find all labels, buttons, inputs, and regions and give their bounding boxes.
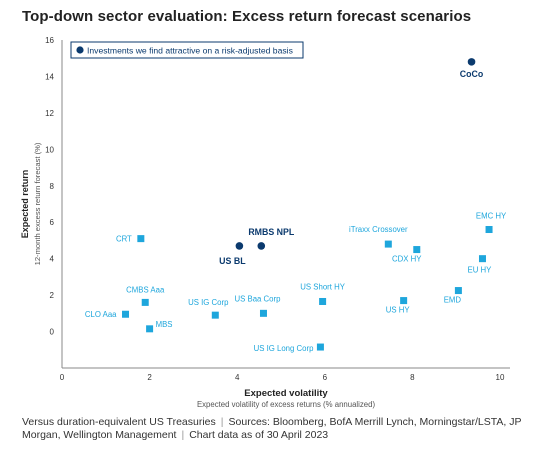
point-clo-aaa [122,310,130,318]
y-tick-labels: 0 2 4 6 8 10 12 14 16 [45,36,54,337]
footnote-date: Chart data as of 30 April 2023 [189,429,329,441]
point-us-ig-long-corp [316,343,324,351]
x-tick-labels: 0 2 4 6 8 10 [60,373,505,382]
y-axis-label: Expected return [20,170,30,239]
x-tick-label: 8 [410,373,415,382]
point-label-eu-hy: EU HY [468,266,493,275]
point-mbs [146,325,154,333]
footnote: Versus duration-equivalent US Treasuries… [22,416,522,442]
point-cdx-hy [413,246,421,254]
legend: Investments we find attractive on a risk… [70,41,304,59]
point-label-us-ig-corp: US IG Corp [188,298,229,307]
point-itraxx-crossover [384,240,392,248]
point-label-emc-hy: EMC HY [476,212,507,221]
y-tick-label: 14 [45,72,54,81]
point-label-coco: CoCo [460,69,484,79]
x-tick-label: 2 [147,373,152,382]
point-emc-hy [485,226,493,234]
y-axis-sublabel: 12-month excess return forecast (%) [33,142,42,265]
point-label-us-short-hy: US Short HY [300,282,345,291]
point-label-us-bl: US BL [219,256,246,266]
point-label-itraxx-crossover: iTraxx Crossover [349,225,408,234]
chart-title: Top-down sector evaluation: Excess retur… [22,8,472,25]
legend-box [70,41,304,59]
x-tick-label: 0 [60,373,65,382]
point-label-us-ig-long-corp: US IG Long Corp [254,344,314,353]
y-tick-label: 16 [45,36,54,45]
point-us-baa-corp [259,309,267,317]
point-us-bl [235,242,244,250]
y-axis-title-group: Expected return [20,170,30,239]
y-tick-label: 8 [50,182,55,191]
point-label-emd: EMD [444,296,462,305]
point-label-rmbs-npl: RMBS NPL [248,227,295,237]
x-axis-label: Expected volatility [244,388,328,399]
y-axis-subtitle-group: 12-month excess return forecast (%) [33,142,42,265]
legend-label: Investments we find attractive on a risk… [87,46,293,56]
y-tick-label: 0 [50,328,55,337]
point-label-clo-aaa: CLO Aaa [85,310,117,319]
y-tick-label: 10 [45,145,54,154]
y-tick-label: 2 [50,291,55,300]
y-tick-label: 4 [50,255,55,264]
point-label-us-hy: US HY [386,306,411,315]
point-coco [467,58,476,66]
point-label-crt: CRT [116,235,132,244]
point-label-cmbs-aaa: CMBS Aaa [126,285,165,294]
point-label-mbs: MBS [156,320,173,329]
data-points: CoCo RMBS NPL US BL CRT CMBS Aaa CLO Aaa MBS US… [85,58,507,353]
footnote-separator: | [181,429,185,441]
point-emd [454,287,462,295]
point-label-cdx-hy: CDX HY [392,255,422,264]
y-tick-label: 6 [50,218,55,227]
legend-marker [76,46,84,54]
point-cmbs-aaa [141,298,149,306]
footnote-basis: Versus duration-equivalent US Treasuries [22,416,216,428]
x-tick-label: 4 [235,373,240,382]
point-rmbs-npl [257,242,266,250]
y-tick-label: 12 [45,109,54,118]
point-crt [137,235,145,243]
x-tick-label: 6 [323,373,328,382]
x-axis-sublabel: Expected volatility of excess returns (%… [197,400,376,409]
x-tick-label: 10 [496,373,505,382]
point-eu-hy [478,255,486,263]
point-us-short-hy [319,297,327,305]
point-us-ig-corp [211,311,219,319]
footnote-sources: Sources: Bloomberg, BofA Merrill Lynch, … [22,416,522,441]
footnote-separator: | [220,416,224,428]
point-us-hy [400,297,408,305]
point-label-us-baa-corp: US Baa Corp [235,294,282,303]
